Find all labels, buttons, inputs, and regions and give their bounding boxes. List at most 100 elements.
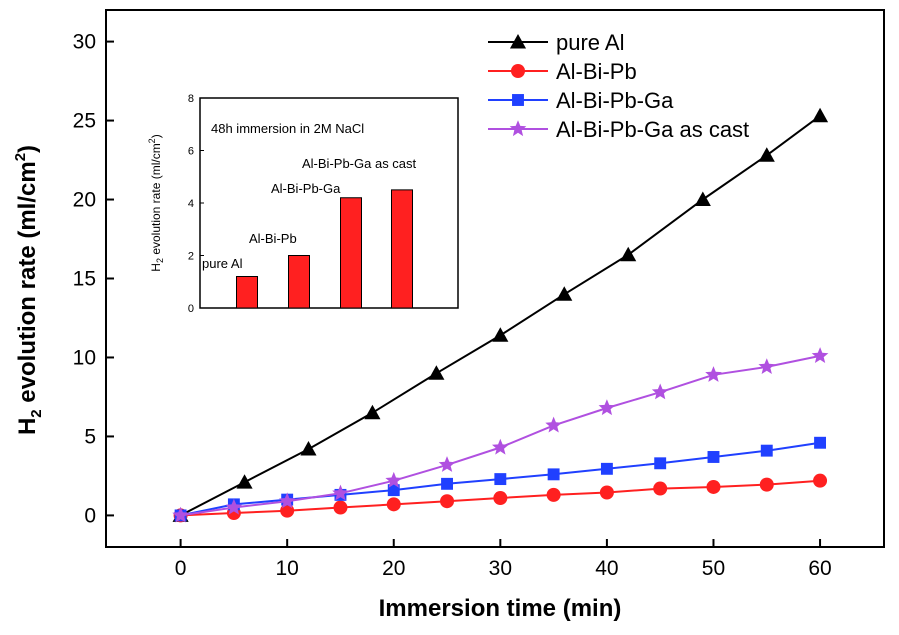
legend-marker [512, 94, 524, 106]
x-tick-label: 30 [489, 557, 512, 580]
y-tick-label: 10 [73, 346, 96, 369]
data-point [651, 383, 669, 400]
data-point [493, 491, 508, 506]
data-point [333, 500, 348, 515]
series-circle [173, 473, 828, 523]
data-point [556, 286, 573, 301]
x-axis-label: Immersion time (min) [379, 595, 622, 622]
data-point [706, 479, 721, 494]
x-tick-label: 50 [702, 557, 725, 580]
inset-y-tick-label: 4 [188, 198, 194, 210]
data-point [492, 438, 509, 455]
data-point [492, 327, 509, 342]
inset-y-axis-label: H2 evolution rate (ml/cm2) [147, 134, 165, 271]
data-point [707, 451, 720, 463]
data-point [172, 506, 189, 523]
data-point [812, 107, 829, 123]
legend-marker [511, 64, 525, 78]
data-point [598, 399, 616, 416]
data-point [599, 485, 614, 500]
inset-axes: 0 2 4 6 8 [188, 93, 204, 315]
data-point [387, 484, 400, 497]
x-tick-label: 20 [382, 557, 405, 580]
data-point [278, 492, 296, 509]
inset-bar-label: Al-Bi-Pb-Ga as cast [302, 156, 417, 171]
data-point [280, 503, 295, 518]
data-point [759, 477, 774, 492]
main-series-group [172, 107, 829, 523]
data-point [494, 473, 507, 486]
legend-label: pure Al [556, 30, 625, 55]
y-axis-label-h: H [14, 418, 41, 435]
inset-bar-label: Al-Bi-Pb-Ga [271, 181, 341, 196]
data-point [441, 477, 453, 490]
y-axis-label: H2 evolution rate (ml/cm2) [12, 145, 45, 435]
inset-y-tick-label: 8 [188, 93, 194, 105]
legend-label: Al-Bi-Pb-Ga [556, 88, 674, 113]
inset-y-tick-label: 6 [188, 146, 194, 158]
legend: pure Al Al-Bi-Pb Al-Bi-Pb-Ga Al-Bi-Pb-Ga as… [488, 30, 749, 142]
data-point [600, 462, 613, 475]
data-point [236, 474, 253, 489]
data-point [758, 147, 775, 162]
data-point [620, 246, 637, 262]
series-triangle [172, 107, 829, 522]
inset-bar [340, 197, 362, 309]
y-tick-label: 30 [73, 31, 96, 54]
data-point [760, 444, 773, 457]
data-point [386, 497, 401, 512]
y-axis-label-sub: 2 [28, 409, 45, 417]
inset-bar [236, 276, 258, 309]
y-tick-label: 15 [73, 268, 96, 291]
data-point [440, 494, 455, 509]
data-point [332, 484, 349, 501]
data-point [758, 358, 776, 374]
inset-annotation: 48h immersion in 2M NaCl [211, 121, 364, 136]
data-point [547, 468, 560, 481]
inset-plot: 0 2 4 6 8 pure Al Al-Bi-Pb Al-Bi-Pb-Ga Al-Bi-Pb… [147, 93, 459, 315]
data-point [653, 481, 668, 496]
data-point [811, 347, 829, 363]
y-tick-label: 5 [84, 425, 96, 448]
data-point [813, 473, 828, 488]
x-tick-label: 0 [175, 557, 187, 580]
legend-marker [509, 33, 527, 49]
inset-y-tick-label: 2 [188, 251, 194, 263]
data-point [546, 487, 561, 502]
data-point [364, 404, 381, 420]
x-tick-label: 40 [595, 557, 618, 580]
inset-y-label-h: H [149, 263, 163, 272]
data-point [428, 365, 445, 380]
data-point [385, 471, 403, 488]
inset-bar-label: Al-Bi-Pb [249, 231, 297, 246]
inset-y-label-text: evolution rate (ml/cm [149, 143, 163, 258]
legend-label: Al-Bi-Pb-Ga as cast [556, 117, 749, 142]
data-point [545, 416, 562, 433]
y-axis-label-sup: 2 [12, 153, 29, 161]
data-point [654, 457, 667, 470]
y-axis-label-text: evolution rate (ml/cm [14, 161, 41, 409]
inset-bars: pure Al Al-Bi-Pb Al-Bi-Pb-Ga Al-Bi-Pb-Ga as… [202, 156, 417, 309]
inset-y-label-end: ) [149, 134, 163, 138]
data-point [705, 366, 722, 382]
data-point [438, 456, 456, 472]
data-point [225, 498, 243, 515]
inset-bar [288, 255, 310, 309]
y-tick-label: 0 [84, 504, 96, 527]
data-point [300, 441, 317, 456]
inset-y-tick-label: 0 [188, 303, 194, 315]
data-point [694, 191, 711, 206]
y-tick-label: 25 [73, 110, 96, 133]
x-tick-label: 60 [808, 557, 831, 580]
legend-label: Al-Bi-Pb [556, 59, 637, 84]
inset-y-label-sub: 2 [155, 258, 165, 263]
inset-bar [391, 189, 413, 309]
x-tick-label: 10 [275, 557, 298, 580]
data-point [814, 436, 827, 449]
inset-y-label-sup: 2 [147, 138, 157, 143]
y-tick-label: 20 [73, 189, 96, 212]
inset-bar-label: pure Al [202, 256, 243, 271]
